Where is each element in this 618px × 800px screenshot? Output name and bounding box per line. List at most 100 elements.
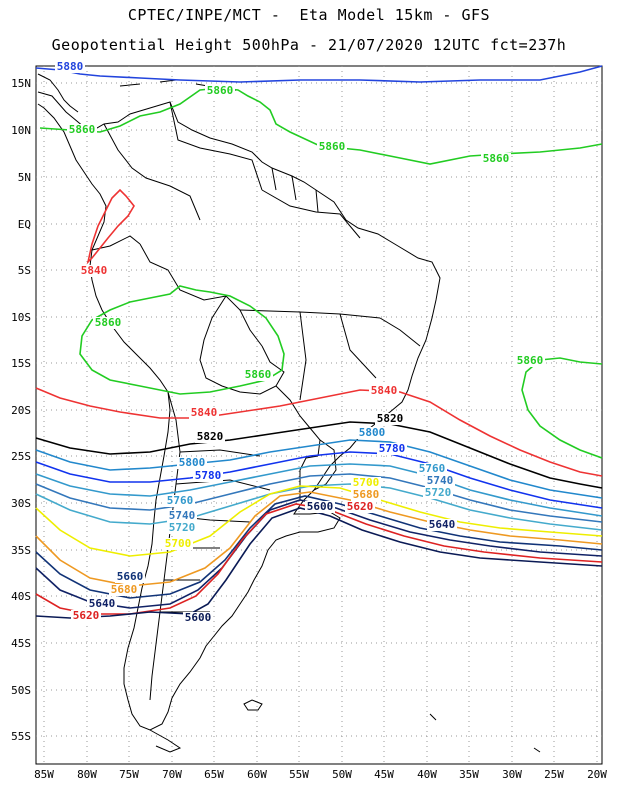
border-argentina-provinces [160, 449, 271, 613]
lat-tick-label: 5S [18, 264, 31, 277]
contour-label-bg [67, 124, 97, 136]
contour-label-5640: 5640 [89, 597, 116, 610]
contour-5800 [35, 439, 603, 499]
contour-label-5840: 5840 [371, 384, 398, 397]
falklands [243, 699, 263, 711]
border-guianas [271, 167, 319, 213]
contour-label-bg [375, 413, 405, 425]
border-argentina-uruguay [299, 455, 319, 500]
contour-5600 [35, 507, 603, 619]
title-line-2: Geopotential Height 500hPa - 21/07/2020 … [51, 36, 567, 54]
contour-label-bg [357, 427, 387, 439]
contour-label-5760: 5760 [419, 462, 446, 475]
lon-tick-label: 60W [247, 768, 267, 781]
contour-label-bg [425, 475, 455, 487]
contour-label-5800: 5800 [179, 456, 206, 469]
contour-label-5860: 5860 [69, 123, 96, 136]
contour-label-bg [115, 571, 145, 583]
contour-label-5860: 5860 [245, 368, 272, 381]
contour-label-5620: 5620 [347, 500, 374, 513]
contours [35, 65, 603, 619]
lat-tick-label: 15S [11, 357, 31, 370]
lon-tick-label: 45W [374, 768, 394, 781]
central-america-coast [37, 73, 79, 113]
contour-label-5600: 5600 [185, 611, 212, 624]
contour-label-bg [351, 489, 381, 501]
contour-label-bg [109, 584, 139, 596]
map-frame [35, 65, 603, 765]
contour-label-5700: 5700 [165, 537, 192, 550]
tierra-del-fuego [149, 729, 182, 753]
contour-label-5780: 5780 [379, 442, 406, 455]
lon-tick-label: 55W [289, 768, 309, 781]
lon-tick-label: 65W [204, 768, 224, 781]
contour-label-5700: 5700 [353, 476, 380, 489]
lon-tick-label: 75W [119, 768, 139, 781]
contour-label-bg [183, 612, 213, 624]
contour-label-bg [193, 470, 223, 482]
contour-label-bg [205, 85, 235, 97]
lat-tick-label: 35S [11, 544, 31, 557]
contour-label-bg [93, 317, 123, 329]
lon-tick-label: 85W [34, 768, 54, 781]
lat-tick-label: 40S [11, 590, 31, 603]
contour-5700 [35, 485, 603, 557]
lon-tick-label: 70W [162, 768, 182, 781]
contour-5880-north [35, 65, 603, 83]
lat-tick-label: 5N [18, 171, 31, 184]
lat-tick-label: 30S [11, 497, 31, 510]
contour-label-5840: 5840 [191, 406, 218, 419]
contour-label-bg [423, 487, 453, 499]
lat-tick-label: 15N [11, 77, 31, 90]
contour-label-bg [87, 598, 117, 610]
contour-label-5620: 5620 [73, 609, 100, 622]
contour-label-5720: 5720 [425, 486, 452, 499]
contour-5620 [35, 503, 603, 615]
border-venezuela [169, 101, 263, 191]
border-colombia [103, 123, 201, 221]
contour-label-bg [317, 141, 347, 153]
contour-label-5840: 5840 [81, 264, 108, 277]
contour-label-5660: 5660 [117, 570, 144, 583]
contour-label-5680: 5680 [111, 583, 138, 596]
lon-tick-label: 80W [77, 768, 97, 781]
contour-label-5720: 5720 [169, 521, 196, 534]
axis-labels: 15N 10N 5N EQ 5S 10S 15S 20S 25S 30S 35S 40S 45S 50S 5… [11, 77, 607, 781]
contour-label-bg [189, 407, 219, 419]
contour-label-bg [55, 61, 85, 73]
border-brazil-states [239, 189, 421, 401]
contour-5780 [35, 451, 603, 509]
title-line-1: CPTEC/INPE/MCT - Eta Model 15km - GFS [127, 6, 491, 24]
lat-tick-label: 10S [11, 311, 31, 324]
contour-label-bg [79, 265, 109, 277]
contour-5740 [35, 473, 603, 523]
contour-label-bg [165, 495, 195, 507]
south-america-coast [37, 91, 441, 731]
contour-label-5780: 5780 [195, 469, 222, 482]
border-paraguay [275, 385, 321, 457]
contour-label-5680: 5680 [353, 488, 380, 501]
contour-label-5640: 5640 [429, 518, 456, 531]
contour-5760 [35, 463, 603, 517]
contour-5680 [35, 491, 603, 587]
lon-tick-label: 50W [332, 768, 352, 781]
border-peru-brazil [139, 243, 263, 347]
contour-label-bg [481, 153, 511, 165]
contour-label-bg [417, 463, 447, 475]
contour-label-5740: 5740 [169, 509, 196, 522]
contour-label-bg [163, 538, 193, 550]
lon-tick-label: 20W [587, 768, 607, 781]
lon-tick-label: 30W [502, 768, 522, 781]
lat-tick-label: EQ [18, 218, 31, 231]
contour-label-bg [243, 369, 273, 381]
contour-5840-main [35, 387, 603, 477]
contour-label-bg [427, 519, 457, 531]
lon-tick-label: 25W [544, 768, 564, 781]
lat-tick-label: 10N [11, 124, 31, 137]
contour-label-bg [305, 501, 335, 513]
contour-5820 [35, 421, 603, 489]
contour-label-5820: 5820 [197, 430, 224, 443]
contour-label-5860: 5860 [207, 84, 234, 97]
lon-tick-label: 40W [417, 768, 437, 781]
